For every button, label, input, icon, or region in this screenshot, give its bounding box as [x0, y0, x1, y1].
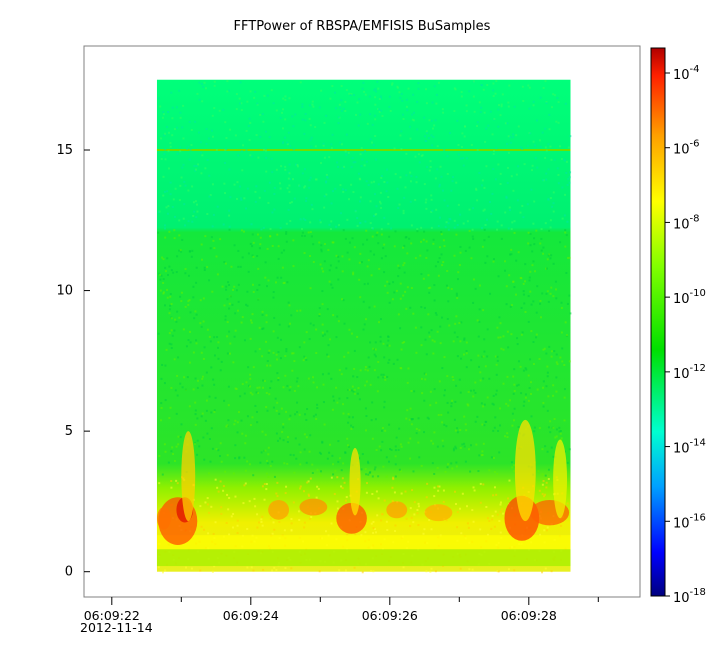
y-tick-label: 5	[65, 424, 73, 439]
spectrogram-image	[156, 79, 572, 574]
line-15	[156, 149, 571, 152]
y-tick-label: 10	[56, 284, 73, 299]
spectrogram-background	[156, 79, 571, 572]
plot-frame	[83, 45, 641, 598]
chart-title: FFTPower of RBSPA/EMFISIS BuSamples	[234, 19, 491, 34]
x-tick-label: 06:09:28	[501, 608, 557, 623]
burst	[514, 419, 536, 522]
burst	[349, 448, 361, 516]
y-tick-label: 15	[56, 143, 73, 158]
colorbar-tick-label: 10-6	[673, 139, 700, 158]
burst	[386, 501, 408, 519]
colorbar-tick-label: 10-4	[673, 64, 700, 83]
colorbar-tick-label: 10-14	[673, 438, 706, 457]
burst	[181, 431, 196, 522]
colorbar-tick-label: 10-10	[673, 288, 706, 307]
colorbar: 10-4 10-6 10-8 10-10 10-12 10-14 10-16 10-18	[650, 47, 706, 606]
y-axis: 0 5 10 15	[56, 143, 90, 580]
colorbar-ticks: 10-4 10-6 10-8 10-10 10-12 10-14 10-16 10-18	[665, 64, 706, 606]
plot-area	[156, 79, 572, 574]
burst	[424, 504, 453, 522]
burst	[156, 507, 171, 530]
x-axis: 06:09:22 06:09:24 06:09:26 06:09:28	[84, 597, 599, 623]
colorbar-gradient	[650, 47, 666, 597]
burst	[299, 498, 328, 516]
x-tick-label: 06:09:26	[362, 608, 418, 623]
x-tick-label: 06:09:22	[84, 608, 140, 623]
colorbar-tick-label: 10-8	[673, 213, 700, 232]
colorbar-tick-label: 10-18	[673, 587, 706, 606]
x-tick-label: 06:09:24	[223, 608, 279, 623]
x-date-label: 2012-11-14	[80, 620, 153, 635]
colorbar-tick-label: 10-16	[673, 512, 706, 531]
y-tick-label: 0	[65, 565, 73, 580]
burst	[268, 500, 290, 520]
colorbar-tick-label: 10-12	[673, 363, 706, 382]
burst	[336, 502, 367, 534]
burst	[553, 439, 568, 519]
